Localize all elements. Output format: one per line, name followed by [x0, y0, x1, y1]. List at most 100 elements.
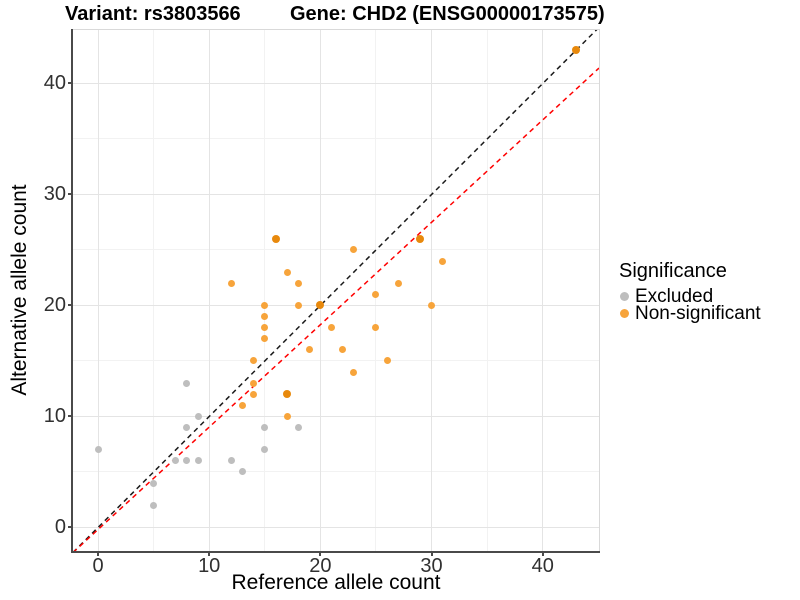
- x-axis-line: [71, 551, 600, 553]
- data-point: [261, 446, 269, 454]
- data-point: [172, 457, 180, 465]
- gridline-y: [73, 415, 599, 417]
- data-point: [283, 412, 291, 420]
- data-point: [261, 301, 269, 309]
- data-point: [350, 246, 358, 254]
- legend-title: Significance: [619, 260, 727, 282]
- x-tick-mark: [430, 551, 433, 556]
- x-tick-mark: [319, 551, 322, 556]
- gridline-x: [319, 30, 321, 551]
- reference-lines: [73, 30, 599, 551]
- data-point: [339, 346, 347, 354]
- x-tick-label: 30: [420, 555, 443, 577]
- x-tick-label: 10: [198, 555, 221, 577]
- gridline-minor-y: [73, 360, 599, 362]
- data-point: [372, 290, 380, 298]
- y-axis-title: Alternative allele count: [8, 184, 31, 396]
- data-point: [150, 501, 158, 509]
- data-point: [250, 379, 258, 387]
- data-point: [294, 424, 302, 432]
- data-point: [183, 424, 191, 432]
- data-point: [94, 446, 102, 454]
- variant-title: Variant: rs3803566: [65, 3, 241, 25]
- data-point: [239, 401, 247, 409]
- data-point: [261, 424, 269, 432]
- legend-item-label: Excluded: [635, 285, 714, 307]
- gridline-minor-x: [153, 30, 155, 551]
- data-point: [250, 357, 258, 365]
- x-tick-label: 20: [309, 555, 332, 577]
- fit-line: [73, 67, 599, 551]
- data-point: [194, 457, 202, 465]
- data-point: [227, 279, 235, 287]
- data-point: [416, 234, 425, 243]
- y-tick-label: 20: [43, 294, 66, 317]
- data-point: [183, 379, 191, 387]
- gridline-y: [73, 82, 599, 84]
- x-tick-mark: [541, 551, 544, 556]
- y-tick-mark: [68, 415, 73, 418]
- data-point: [305, 346, 313, 354]
- panel-border-right: [599, 29, 600, 552]
- gridline-minor-x: [375, 30, 377, 551]
- identity-line: [73, 30, 598, 551]
- data-point: [261, 335, 269, 343]
- gridline-y: [73, 526, 599, 528]
- data-point: [150, 479, 158, 487]
- non-significant-dot: [620, 309, 629, 318]
- x-tick-mark: [208, 551, 211, 556]
- gridline-x: [431, 30, 433, 551]
- data-point: [271, 234, 280, 243]
- gridline-minor-y: [73, 471, 599, 473]
- x-axis-title: Reference allele count: [231, 571, 441, 594]
- x-tick-mark: [97, 551, 100, 556]
- data-point: [383, 357, 391, 365]
- data-point: [250, 390, 258, 398]
- y-tick-label: 30: [43, 183, 66, 206]
- y-tick-mark: [68, 304, 73, 307]
- data-point: [227, 457, 235, 465]
- legend-item-label: Non-significant: [635, 302, 761, 324]
- y-tick-mark: [68, 526, 73, 529]
- data-point: [394, 279, 402, 287]
- legend: Significance Excluded Non-significant: [619, 260, 761, 324]
- data-point: [372, 324, 380, 332]
- data-point: [327, 324, 335, 332]
- x-tick-label: 40: [531, 555, 554, 577]
- y-tick-label: 10: [43, 405, 66, 428]
- plot-panel: [73, 30, 599, 551]
- data-point: [283, 268, 291, 276]
- gridline-minor-x: [486, 30, 488, 551]
- data-point: [428, 301, 436, 309]
- y-tick-mark: [68, 193, 73, 196]
- data-point: [572, 46, 581, 55]
- gridline-x: [208, 30, 210, 551]
- data-point: [439, 257, 447, 265]
- legend-item-excluded: Excluded: [620, 285, 761, 307]
- data-point: [261, 313, 269, 321]
- gridline-x: [542, 30, 544, 551]
- y-tick-label: 0: [54, 516, 66, 539]
- y-tick-mark: [68, 82, 73, 85]
- data-point: [261, 324, 269, 332]
- data-point: [294, 279, 302, 287]
- excluded-dot: [620, 292, 629, 301]
- data-point: [194, 412, 202, 420]
- y-tick-label: 40: [43, 72, 66, 95]
- data-point: [183, 457, 191, 465]
- gridline-x: [97, 30, 99, 551]
- gridline-y: [73, 193, 599, 195]
- x-tick-label: 0: [92, 555, 104, 577]
- data-point: [294, 301, 302, 309]
- gridline-minor-x: [264, 30, 266, 551]
- gridline-minor-y: [73, 249, 599, 251]
- y-axis-line: [71, 29, 73, 552]
- gene-title: Gene: CHD2 (ENSG00000173575): [290, 3, 605, 25]
- data-point: [316, 301, 325, 310]
- data-point: [239, 468, 247, 476]
- data-point: [283, 390, 292, 399]
- data-point: [350, 368, 358, 376]
- panel-border-top: [73, 29, 600, 30]
- gridline-y: [73, 304, 599, 306]
